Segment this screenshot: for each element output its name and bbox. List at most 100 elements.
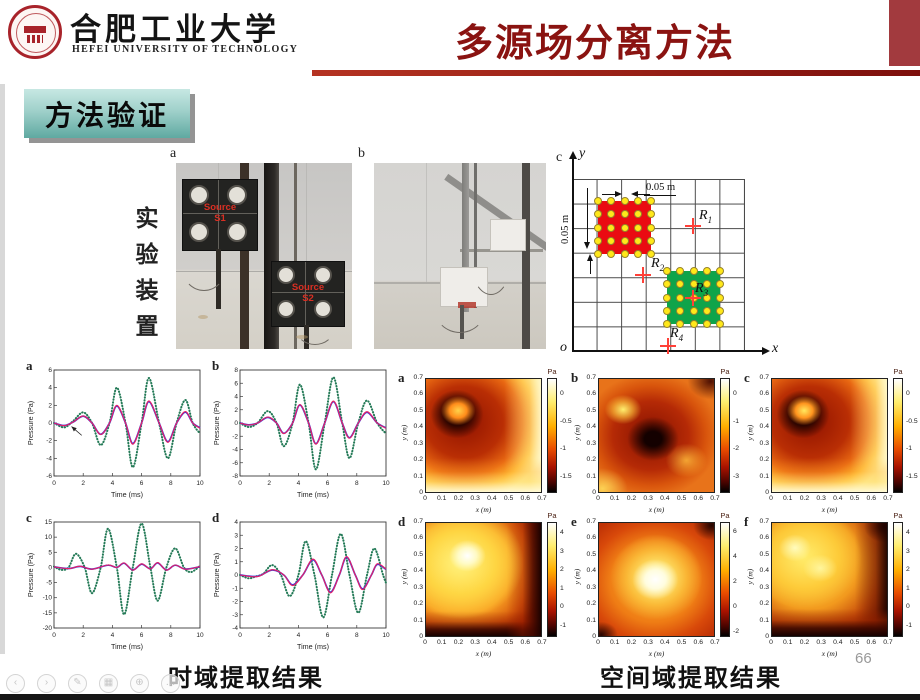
tick-label: 0 [560,390,564,398]
transducer-dot [716,280,724,289]
wall-corner-line [425,163,427,283]
dim-arrowhead [615,191,622,197]
receiver-letter: R [695,281,704,296]
svg-text:6: 6 [326,632,330,639]
tick-label: 0 [769,639,773,646]
y-axis-label: y [579,146,586,161]
svg-text:6: 6 [140,480,144,487]
tick-label: 0.6 [866,495,876,502]
tick-label: 0.1 [759,472,769,480]
transducer-dot [633,236,642,245]
tick-label: 4 [733,553,737,560]
svg-text:6: 6 [326,480,330,487]
transducer-dot [633,210,642,219]
y-axis-arrowhead [569,151,577,159]
svg-text:6: 6 [234,380,238,387]
tick-label: 0.1 [782,639,793,646]
svg-text:Time (ms): Time (ms) [297,490,329,499]
tick-label: 0.4 [759,423,769,431]
heatmap-e: e y (m) Pa x (m) 0 0.1 0.2 0.3 0.4 0.5 0.6 0.7 0… [571,510,747,658]
tick-label: 0.3 [470,639,480,646]
tick-label: 0 [592,489,596,496]
receiver-cross-r1 [685,218,701,234]
svg-text:-4: -4 [232,625,238,632]
transducer-dot [633,223,642,232]
speaker-cone [277,300,295,318]
colorbar-unit-label: Pa [547,511,557,520]
svg-text:4: 4 [234,519,238,526]
previous-slide-icon[interactable]: ‹ [6,674,25,693]
svg-text:10: 10 [382,480,390,487]
dim-leader [644,195,676,196]
photo-measurement-array [374,163,546,349]
tick-label: 0.6 [586,534,596,542]
floor-stain [198,315,208,319]
caption-time-domain: 时域提取结果 [168,666,324,692]
x-axis-label: x [772,341,779,356]
floor-stain [296,335,308,339]
heatmap-b: b y (m) Pa x (m) 0 0.1 0.2 0.3 0.4 0.5 0.6 0.7 0… [571,366,747,514]
transducer-dot [620,197,629,205]
slide-overview-icon[interactable]: ▦ [99,674,118,693]
x-axis-label: x (m) [821,649,838,658]
svg-text:8: 8 [169,480,173,487]
tick-label: 0.1 [609,639,620,646]
transducer-dot [594,250,602,258]
colorbar [547,522,557,637]
source-patch-red [594,197,655,258]
tick-label: 0.7 [537,639,547,646]
slide-title: 多源场分离方法 [454,23,735,65]
left-edge-strip [0,84,5,654]
svg-text:4: 4 [48,385,52,392]
tick-label: 2 [906,566,910,574]
tick-label: 0.2 [799,639,810,646]
tick-label: 0.3 [586,583,596,591]
tick-label: 0.5 [849,495,860,502]
panel-divider [305,262,306,326]
tick-label: 0.1 [413,472,423,480]
tick-label: -1.5 [560,472,572,480]
transducer-dot [633,197,642,205]
tick-label: 0 [419,489,423,496]
tick-label: 0.4 [413,423,423,431]
tick-label: 0.7 [586,518,596,525]
tick-label: 0.5 [849,639,860,646]
svg-text:0: 0 [234,420,238,427]
tick-label: 0.4 [487,495,497,502]
dim-line [637,194,650,196]
transducer-dot [620,236,629,245]
cable [434,283,486,333]
tick-label: -3 [733,472,740,480]
receiver-index: 3 [703,287,709,298]
svg-text:Pressure (Pa): Pressure (Pa) [26,553,35,597]
speaker-cone [277,266,295,284]
dim-arrowhead [631,191,638,197]
x-axis-label: x (m) [648,649,665,658]
next-slide-icon[interactable]: › [37,674,56,693]
heatmap-surface [425,522,542,637]
svg-text:6: 6 [140,632,144,639]
tick-label: 4 [906,529,910,537]
pen-tool-icon[interactable]: ✎ [68,674,87,693]
svg-text:2: 2 [234,407,238,414]
tick-label: 0.5 [413,406,423,414]
tick-label: 0.5 [676,639,687,646]
tick-label: -1 [560,445,567,453]
tick-label: 0.5 [413,550,423,558]
tick-label: 0 [592,633,596,640]
more-options-icon[interactable]: … [161,674,180,693]
svg-text:-4: -4 [232,447,238,454]
colorbar [547,378,557,493]
svg-text:0: 0 [48,564,52,571]
heatmap-surface [425,378,542,493]
plot-canvas: -6 -4 -2 0 2 4 6 0 2 4 6 8 10 Time (ms) Pressure (Pa) [26,367,204,499]
diagram-letter: c [556,150,563,165]
zoom-tool-icon[interactable]: ⊕ [130,674,149,693]
colorbar [893,378,903,493]
tick-label: 3 [560,547,564,555]
svg-text:8: 8 [355,632,359,639]
transducer-dot [676,267,685,275]
svg-text:4: 4 [111,632,115,639]
heatmap-a: a y (m) Pa x (m) 0 0.1 0.2 0.3 0.4 0.5 0.6 0.7 0… [398,366,574,514]
